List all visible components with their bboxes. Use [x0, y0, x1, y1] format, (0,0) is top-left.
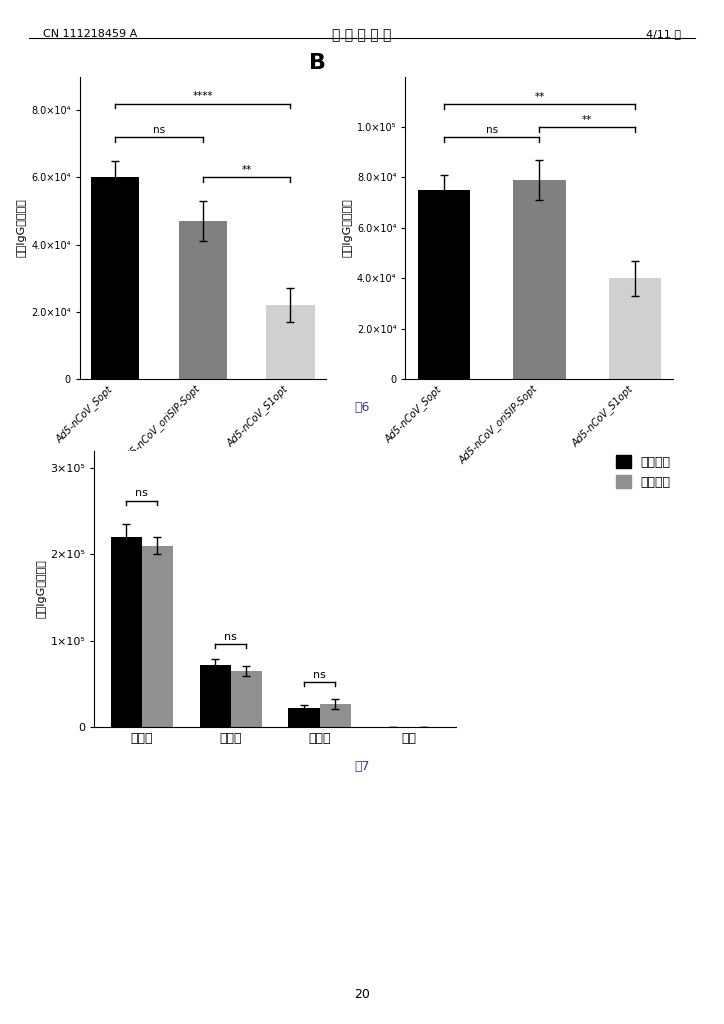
Text: 4/11 页: 4/11 页: [646, 29, 681, 39]
Bar: [418, 190, 470, 379]
Bar: [142, 546, 173, 727]
Text: **: **: [582, 115, 592, 125]
Bar: [111, 537, 142, 727]
Text: CN 111218459 A: CN 111218459 A: [43, 29, 138, 39]
Text: 20: 20: [354, 988, 370, 1001]
Y-axis label: 血清IgG抗体滴度: 血清IgG抗体滴度: [17, 199, 27, 257]
Y-axis label: 血清IgG抗体滴度: 血清IgG抗体滴度: [36, 559, 46, 618]
Text: ns: ns: [135, 488, 148, 499]
Text: 图6: 图6: [354, 401, 370, 415]
Text: **: **: [534, 92, 544, 102]
Bar: [90, 177, 139, 379]
Text: ****: ****: [193, 91, 213, 101]
Bar: [319, 703, 350, 727]
Bar: [609, 279, 661, 379]
Text: B: B: [309, 52, 326, 73]
Legend: 肌肉注射, 滴鼻免疫: 肌肉注射, 滴鼻免疫: [612, 452, 674, 493]
Text: ns: ns: [224, 632, 237, 642]
Bar: [200, 665, 231, 727]
Bar: [288, 708, 319, 727]
Bar: [231, 671, 262, 727]
Text: 说 明 书 附 图: 说 明 书 附 图: [332, 29, 392, 43]
Bar: [266, 305, 315, 379]
Bar: [179, 221, 227, 379]
Text: ns: ns: [313, 670, 326, 680]
Text: 图7: 图7: [354, 760, 370, 773]
Bar: [513, 180, 565, 379]
Text: **: **: [242, 165, 252, 175]
Text: ns: ns: [486, 125, 497, 135]
Y-axis label: 血清IgG抗体滴度: 血清IgG抗体滴度: [342, 199, 353, 257]
Text: ns: ns: [153, 125, 165, 135]
